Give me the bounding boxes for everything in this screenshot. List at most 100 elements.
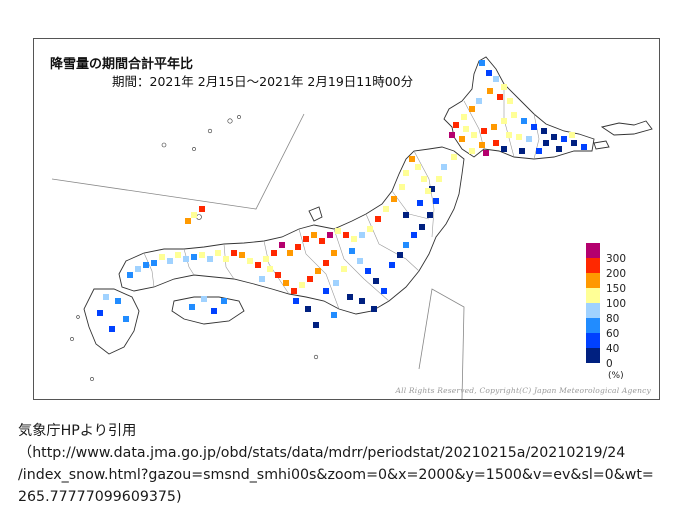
station-marker	[397, 252, 403, 258]
station-marker	[459, 136, 465, 142]
station-marker	[305, 306, 311, 312]
legend-swatch-60	[586, 318, 600, 333]
legend-swatch-300	[586, 243, 600, 258]
station-marker	[327, 232, 333, 238]
station-marker	[501, 118, 507, 124]
japan-map	[51, 56, 653, 399]
legend-colorbar	[586, 243, 600, 363]
station-marker	[476, 98, 482, 104]
legend-unit: (%)	[608, 371, 624, 381]
station-marker	[291, 288, 297, 294]
legend-swatch-100	[586, 288, 600, 303]
station-marker	[479, 142, 485, 148]
station-marker	[263, 256, 269, 262]
station-marker	[409, 156, 415, 162]
station-marker	[221, 298, 227, 304]
station-marker	[461, 114, 467, 120]
caption-url-line-1: （http://www.data.jma.go.jp/obd/stats/dat…	[18, 445, 626, 461]
legend-label-100: 100	[606, 298, 627, 310]
station-marker	[433, 198, 439, 204]
station-marker	[561, 136, 567, 142]
station-marker	[247, 258, 253, 264]
source-caption: 気象庁HPより引用 （http://www.data.jma.go.jp/obd…	[18, 420, 688, 508]
station-marker	[189, 304, 195, 310]
station-marker	[287, 250, 293, 256]
station-marker	[359, 298, 365, 304]
station-marker	[403, 170, 409, 176]
legend-label-150: 150	[606, 283, 627, 295]
station-marker	[541, 128, 547, 134]
station-marker	[403, 212, 409, 218]
station-marker	[497, 94, 503, 100]
station-marker	[127, 272, 133, 278]
station-marker	[347, 294, 353, 300]
legend-label-300: 300	[606, 253, 627, 265]
station-marker	[143, 262, 149, 268]
station-marker	[313, 322, 319, 328]
station-marker	[556, 146, 562, 152]
station-marker	[343, 232, 349, 238]
station-marker	[531, 124, 537, 130]
station-marker	[293, 298, 299, 304]
station-marker	[231, 250, 237, 256]
station-marker	[471, 132, 477, 138]
station-marker	[436, 176, 442, 182]
station-marker	[417, 200, 423, 206]
station-markers	[97, 60, 587, 332]
station-marker	[569, 132, 575, 138]
station-marker	[335, 228, 341, 234]
legend-swatch-80	[586, 303, 600, 318]
station-marker	[381, 288, 387, 294]
legend-label-60: 60	[606, 328, 620, 340]
station-marker	[493, 76, 499, 82]
station-marker	[299, 282, 305, 288]
station-marker	[491, 124, 497, 130]
station-marker	[511, 112, 517, 118]
station-marker	[109, 326, 115, 332]
station-marker	[271, 250, 277, 256]
station-marker	[323, 260, 329, 266]
station-marker	[199, 206, 205, 212]
station-marker	[481, 128, 487, 134]
station-marker	[319, 238, 325, 244]
kuril-islands	[600, 120, 653, 136]
station-marker	[469, 148, 475, 154]
snowfall-ratio-map: 降雪量の期間合計平年比 期間：2021年 2月15日～2021年 2月19日11…	[33, 38, 660, 400]
caption-url-line-2: /index_snow.html?gazou=smsnd_smhi00s&zoo…	[18, 467, 654, 483]
station-marker	[425, 188, 431, 194]
station-marker	[501, 84, 507, 90]
legend-label-200: 200	[606, 268, 627, 280]
station-marker	[367, 226, 373, 232]
map-period: 期間：2021年 2月15日～2021年 2月19日11時00分	[112, 74, 414, 89]
station-marker	[135, 266, 141, 272]
station-marker	[167, 258, 173, 264]
station-marker	[255, 262, 261, 268]
station-marker	[267, 266, 273, 272]
station-marker	[103, 294, 109, 300]
station-marker	[507, 98, 513, 104]
shikoku	[171, 296, 245, 325]
station-marker	[307, 276, 313, 282]
station-marker	[383, 206, 389, 212]
station-marker	[175, 252, 181, 258]
station-marker	[453, 122, 459, 128]
station-marker	[207, 256, 213, 262]
station-marker	[295, 244, 301, 250]
station-marker	[506, 132, 512, 138]
station-marker	[115, 298, 121, 304]
station-marker	[419, 224, 425, 230]
station-marker	[451, 154, 457, 160]
caption-source-label: 気象庁HPより引用	[18, 423, 137, 439]
station-marker	[185, 218, 191, 224]
station-marker	[427, 212, 433, 218]
station-marker	[519, 148, 525, 154]
station-marker	[463, 126, 469, 132]
station-marker	[479, 60, 485, 66]
station-marker	[415, 164, 421, 170]
legend-label-40: 40	[606, 343, 620, 355]
station-marker	[469, 106, 475, 112]
station-marker	[389, 262, 395, 268]
station-marker	[259, 276, 265, 282]
station-marker	[571, 140, 577, 146]
station-marker	[239, 252, 245, 258]
